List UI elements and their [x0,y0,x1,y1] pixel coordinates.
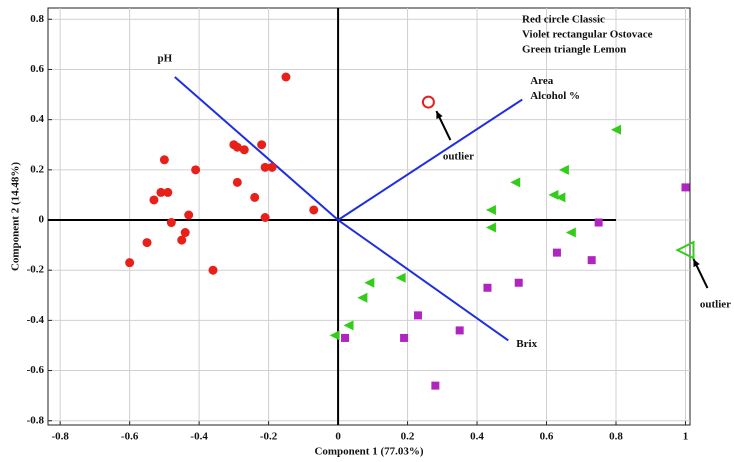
x-tick-label: -0.2 [260,431,278,443]
data-point [250,192,260,202]
data-point [267,162,277,172]
legend-entry: Red circle Classic [522,14,605,26]
x-tick-label: 1 [683,431,689,443]
data-point [125,258,135,268]
data-point [229,140,239,150]
x-tick-label: 0.8 [609,431,623,443]
loading-vector [337,219,509,342]
data-point [309,205,319,215]
data-point [341,333,350,342]
data-point [239,145,249,155]
y-tick-label: -0.2 [27,264,45,276]
vector-label: Brix [516,338,537,350]
data-point [485,204,496,215]
data-point [395,272,406,283]
data-point [208,265,218,275]
legend-entry: Green triangle Lemon [522,44,626,56]
data-point [260,162,270,172]
outlier-point [675,240,695,260]
data-point [364,277,375,288]
arrow-head [693,259,700,268]
x-tick-label: -0.4 [190,431,208,443]
data-point [483,283,492,292]
legend-entry: Violet rectangular Ostovace [522,29,653,41]
annotation: outlier [443,151,474,163]
x-tick-label: -0.6 [121,431,139,443]
y-axis-label: Component 2 (14.48%) [10,162,22,271]
data-point [180,228,190,238]
data-point [232,177,242,187]
x-tick-label: 0.2 [401,431,415,443]
data-point [166,218,176,228]
data-point [260,213,270,223]
loading-vector [174,76,339,221]
data-point [413,311,422,320]
y-tick-label: 0.4 [30,113,44,125]
data-point [329,330,340,341]
arrow-head [436,111,443,120]
annotation: outlier [700,299,731,311]
data-point [514,278,523,287]
data-point [191,165,201,175]
data-point [431,381,440,390]
data-point [594,218,603,227]
data-point [343,320,354,331]
data-point [156,187,166,197]
x-axis-label: Component 1 (77.03%) [314,446,423,458]
y-tick-label: 0.6 [30,63,44,75]
data-point [587,256,596,265]
vector-label: Alcohol % [530,90,580,102]
data-point [159,155,169,165]
x-tick-label: 0 [335,431,341,443]
data-point [455,326,464,335]
loading-vector [337,98,523,221]
data-point [400,333,409,342]
data-point [142,238,152,248]
x-tick-label: 0.6 [540,431,554,443]
data-point [163,187,173,197]
vector-label: Area [530,75,554,87]
data-point [510,177,521,188]
data-point [681,183,690,192]
y-tick-label: 0 [39,214,45,226]
vector-label: pH [157,53,172,65]
y-tick-label: 0.8 [30,13,44,25]
y-tick-label: 0.2 [30,163,44,175]
data-point [552,248,561,257]
plot-area [47,7,691,426]
x-tick-label: -0.8 [51,431,69,443]
y-tick-label: -0.6 [27,364,45,376]
data-point [184,210,194,220]
data-point [555,192,566,203]
data-point [558,164,569,175]
data-point [565,227,576,238]
data-point [177,235,187,245]
y-tick-label: -0.4 [27,314,45,326]
data-point [257,140,267,150]
data-point [281,72,291,82]
data-point [149,195,159,205]
y-tick-label: -0.8 [27,414,45,426]
data-point [611,124,622,135]
data-point [485,222,496,233]
x-tick-label: 0.4 [470,431,484,443]
outlier-point [421,95,435,109]
data-point [357,292,368,303]
